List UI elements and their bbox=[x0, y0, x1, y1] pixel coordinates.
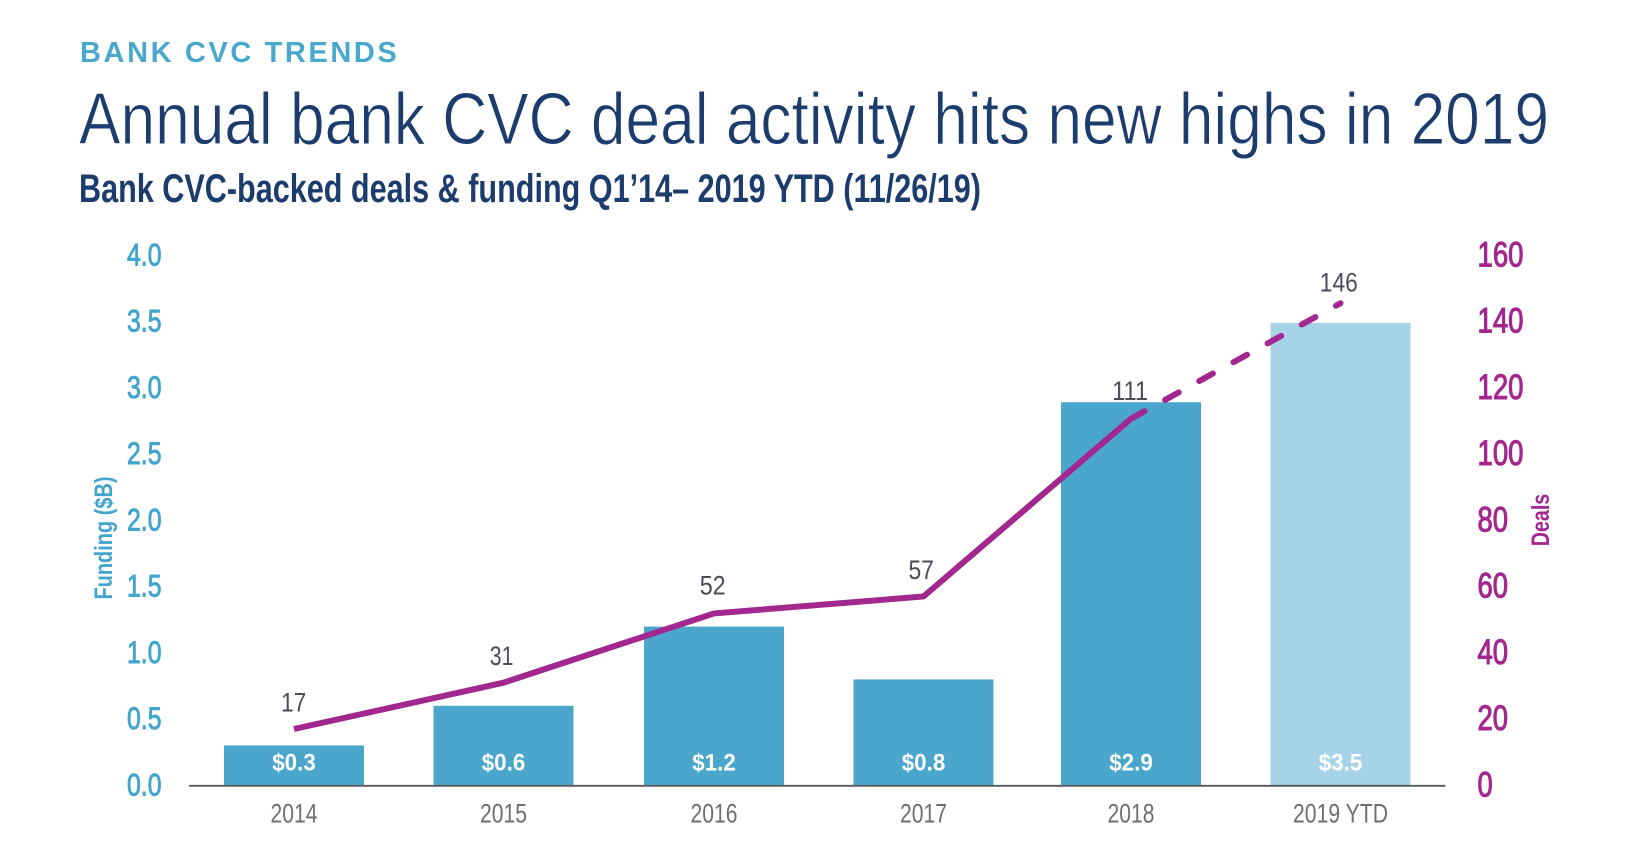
svg-text:2019 YTD: 2019 YTD bbox=[1293, 799, 1388, 829]
svg-text:52: 52 bbox=[700, 571, 726, 601]
svg-text:4.0: 4.0 bbox=[127, 236, 162, 272]
svg-text:2.5: 2.5 bbox=[127, 435, 162, 471]
svg-text:$0.8: $0.8 bbox=[902, 750, 946, 777]
svg-text:2018: 2018 bbox=[1108, 799, 1155, 829]
svg-text:2015: 2015 bbox=[480, 799, 527, 829]
svg-text:Bank CVC-backed deals & fundin: Bank CVC-backed deals & funding Q1’14– 2… bbox=[79, 167, 981, 211]
svg-text:2.0: 2.0 bbox=[127, 501, 162, 537]
svg-text:$1.2: $1.2 bbox=[692, 750, 736, 777]
svg-text:3.5: 3.5 bbox=[127, 303, 162, 339]
svg-text:80: 80 bbox=[1478, 500, 1509, 539]
svg-text:Annual bank CVC deal activity: Annual bank CVC deal activity hits new h… bbox=[79, 79, 1549, 160]
svg-text:111: 111 bbox=[1112, 376, 1148, 406]
svg-text:0: 0 bbox=[1478, 765, 1493, 804]
svg-text:1.5: 1.5 bbox=[127, 568, 162, 604]
svg-text:3.0: 3.0 bbox=[127, 369, 162, 405]
svg-text:146: 146 bbox=[1320, 268, 1358, 298]
svg-text:60: 60 bbox=[1478, 567, 1509, 606]
svg-text:1.0: 1.0 bbox=[127, 634, 162, 670]
svg-text:140: 140 bbox=[1478, 302, 1524, 341]
svg-text:20: 20 bbox=[1478, 699, 1509, 738]
svg-text:Deals: Deals bbox=[1527, 494, 1555, 547]
svg-text:$3.5: $3.5 bbox=[1319, 750, 1363, 777]
svg-text:$0.3: $0.3 bbox=[272, 750, 316, 777]
svg-text:0.5: 0.5 bbox=[127, 700, 162, 736]
svg-text:$0.6: $0.6 bbox=[482, 750, 526, 777]
svg-text:31: 31 bbox=[490, 641, 514, 671]
svg-text:40: 40 bbox=[1478, 633, 1509, 672]
svg-text:100: 100 bbox=[1478, 434, 1524, 473]
svg-text:2017: 2017 bbox=[900, 799, 947, 829]
svg-text:2016: 2016 bbox=[691, 799, 738, 829]
svg-text:120: 120 bbox=[1478, 368, 1524, 407]
svg-text:57: 57 bbox=[908, 555, 934, 585]
svg-text:2014: 2014 bbox=[271, 799, 318, 829]
svg-text:0.0: 0.0 bbox=[127, 766, 162, 802]
svg-text:17: 17 bbox=[281, 687, 306, 717]
svg-text:BANK CVC TRENDS: BANK CVC TRENDS bbox=[80, 37, 399, 69]
svg-text:160: 160 bbox=[1478, 235, 1524, 274]
svg-text:Funding ($B): Funding ($B) bbox=[90, 477, 118, 600]
svg-text:$2.9: $2.9 bbox=[1109, 750, 1153, 777]
